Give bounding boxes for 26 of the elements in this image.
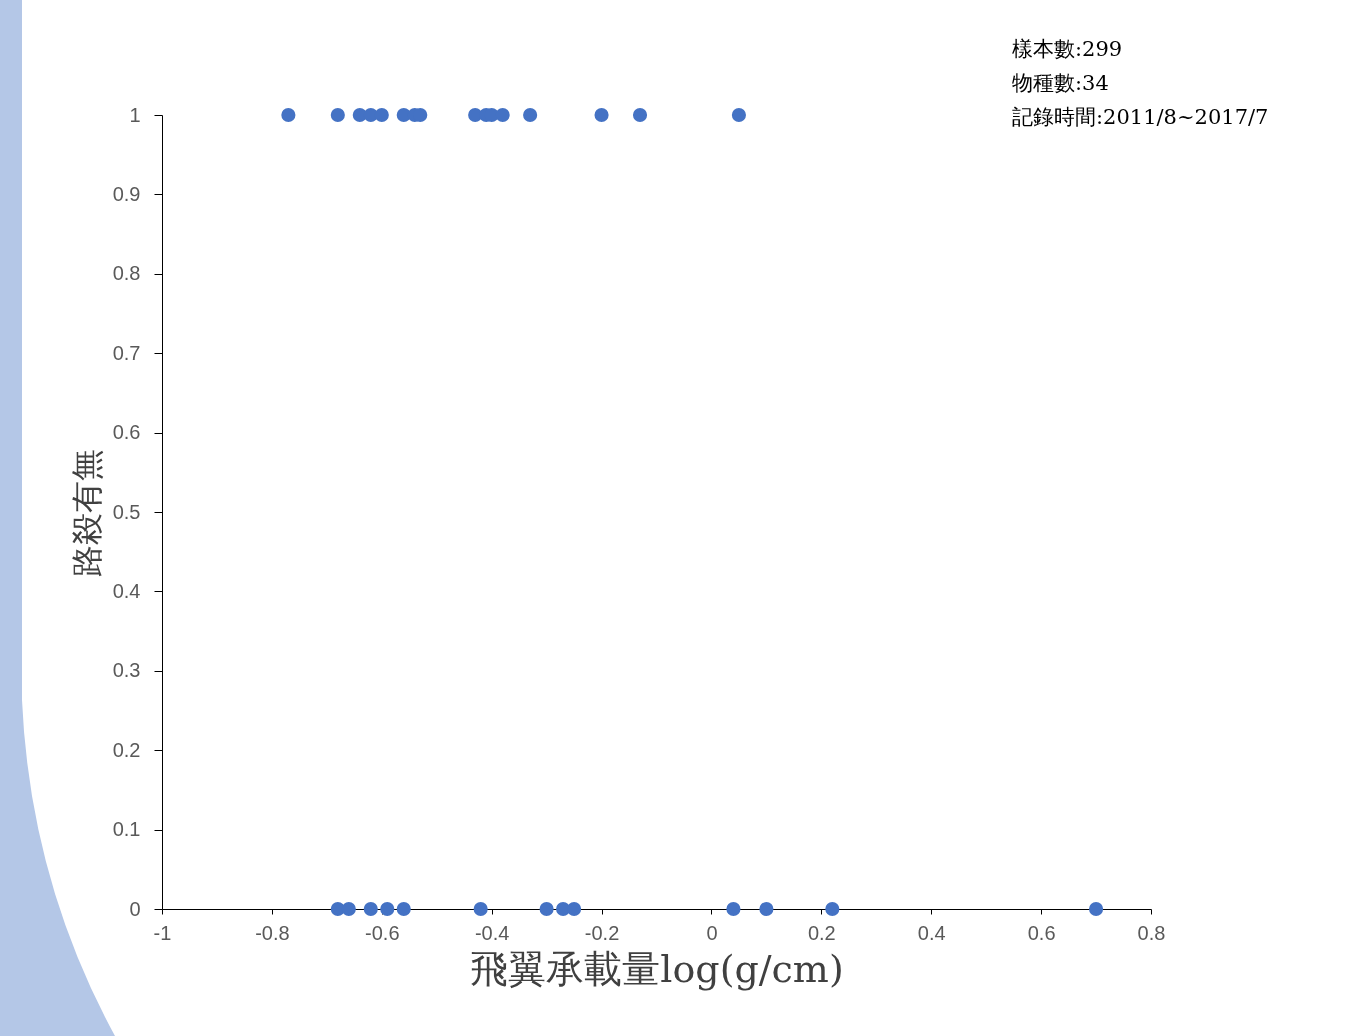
x-tick-label: -0.8 bbox=[255, 921, 290, 944]
y-tick-label: 0.7 bbox=[112, 341, 141, 364]
x-tick-label: 0.4 bbox=[917, 921, 946, 944]
x-tick-label: -0.2 bbox=[584, 921, 620, 944]
y-tick-label: 0 bbox=[129, 897, 141, 920]
x-tick-label: 0.6 bbox=[1027, 921, 1056, 944]
x-tick-label: 0 bbox=[706, 921, 718, 944]
y-tick-label: 0.8 bbox=[112, 262, 141, 285]
text: 物種數:34 bbox=[1012, 70, 1110, 97]
y-tick-label: 0.4 bbox=[112, 579, 141, 602]
x-tick-label: -1 bbox=[153, 921, 172, 944]
x-tick-label: -0.6 bbox=[365, 921, 400, 944]
annotation: 記錄時間:2011/8~2017/7 bbox=[1012, 104, 1269, 131]
x-tick-label: -0.4 bbox=[474, 921, 510, 944]
x-tick-label: 0.2 bbox=[807, 921, 836, 944]
y-tick-label: 0.9 bbox=[112, 182, 141, 205]
y-tick-label: 0.3 bbox=[112, 659, 141, 682]
y-tick-label: 0.2 bbox=[112, 738, 141, 761]
x-axis-title: 飛翼承載量log(g/cm) bbox=[470, 946, 844, 991]
text: 樣本數:299 bbox=[1012, 36, 1124, 63]
x-tick-label: 0.8 bbox=[1137, 921, 1166, 944]
y-axis-title: 路殺有無 bbox=[67, 448, 106, 577]
y-tick-label: 0.1 bbox=[112, 818, 141, 841]
y-tick-label: 1 bbox=[129, 103, 141, 126]
y-tick-label: 0.6 bbox=[112, 421, 141, 444]
y-tick-label: 0.5 bbox=[112, 500, 141, 523]
